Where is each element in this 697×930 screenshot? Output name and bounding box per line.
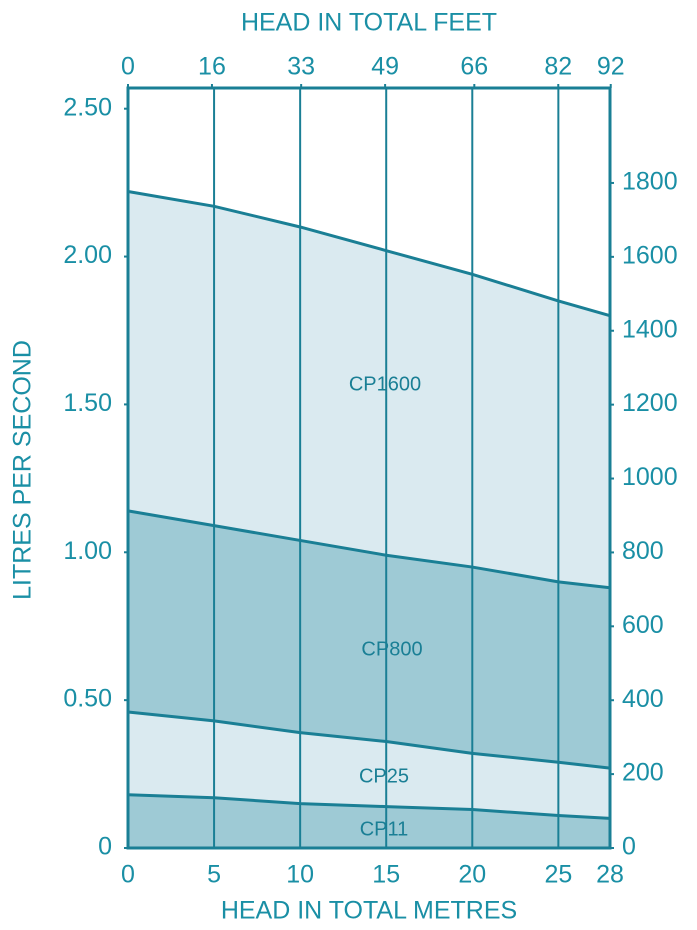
area (128, 794, 610, 848)
x2-tick-label: 66 (460, 53, 488, 81)
y2-tick-label: 600 (622, 611, 664, 639)
x2-tick-label: 92 (597, 53, 625, 81)
y2-tick-label: 1200 (622, 389, 678, 417)
y-tick-label: 2.50 (63, 93, 112, 121)
x2-axis-title: HEAD IN TOTAL FEET (241, 9, 497, 37)
x2-tick-label: 33 (287, 53, 315, 81)
y-tick-label: 2.00 (63, 241, 112, 269)
x-tick-label: 15 (372, 861, 400, 889)
x-tick-label: 10 (286, 861, 314, 889)
y-tick-label: 0 (98, 833, 112, 861)
y-tick-label: 1.50 (63, 389, 112, 417)
y2-tick-label: 400 (622, 685, 664, 713)
x-tick-label: 25 (544, 861, 572, 889)
y-tick-label: 0.50 (63, 685, 112, 713)
x-tick-label: 5 (207, 861, 221, 889)
plot-frame (126, 86, 612, 850)
x-tick-label: 0 (121, 861, 135, 889)
y-axis-title: LITRES PER SECOND (9, 340, 37, 600)
x-tick-label: 20 (458, 861, 486, 889)
y2-tick-label: 1800 (622, 168, 678, 196)
x-axis-title: HEAD IN TOTAL METRES (221, 897, 517, 925)
series-label: CP25 (359, 765, 409, 787)
y2-tick-label: 800 (622, 537, 664, 565)
x2-tick-label: 82 (544, 53, 572, 81)
x2-tick-label: 49 (371, 53, 399, 81)
x2-tick-label: 0 (121, 53, 135, 81)
y2-tick-label: 1000 (622, 463, 678, 491)
series-label: CP11 (360, 818, 409, 840)
y2-tick-label: 1400 (622, 315, 678, 343)
x2-tick-label: 16 (198, 53, 226, 81)
x-tick-label: 28 (596, 861, 624, 889)
y2-tick-label: 0 (622, 833, 636, 861)
series-label: CP1600 (349, 373, 421, 395)
y2-tick-label: 1600 (622, 241, 678, 269)
y2-tick-label: 200 (622, 759, 664, 787)
series-label: CP800 (361, 638, 422, 660)
y-tick-label: 1.00 (63, 537, 112, 565)
